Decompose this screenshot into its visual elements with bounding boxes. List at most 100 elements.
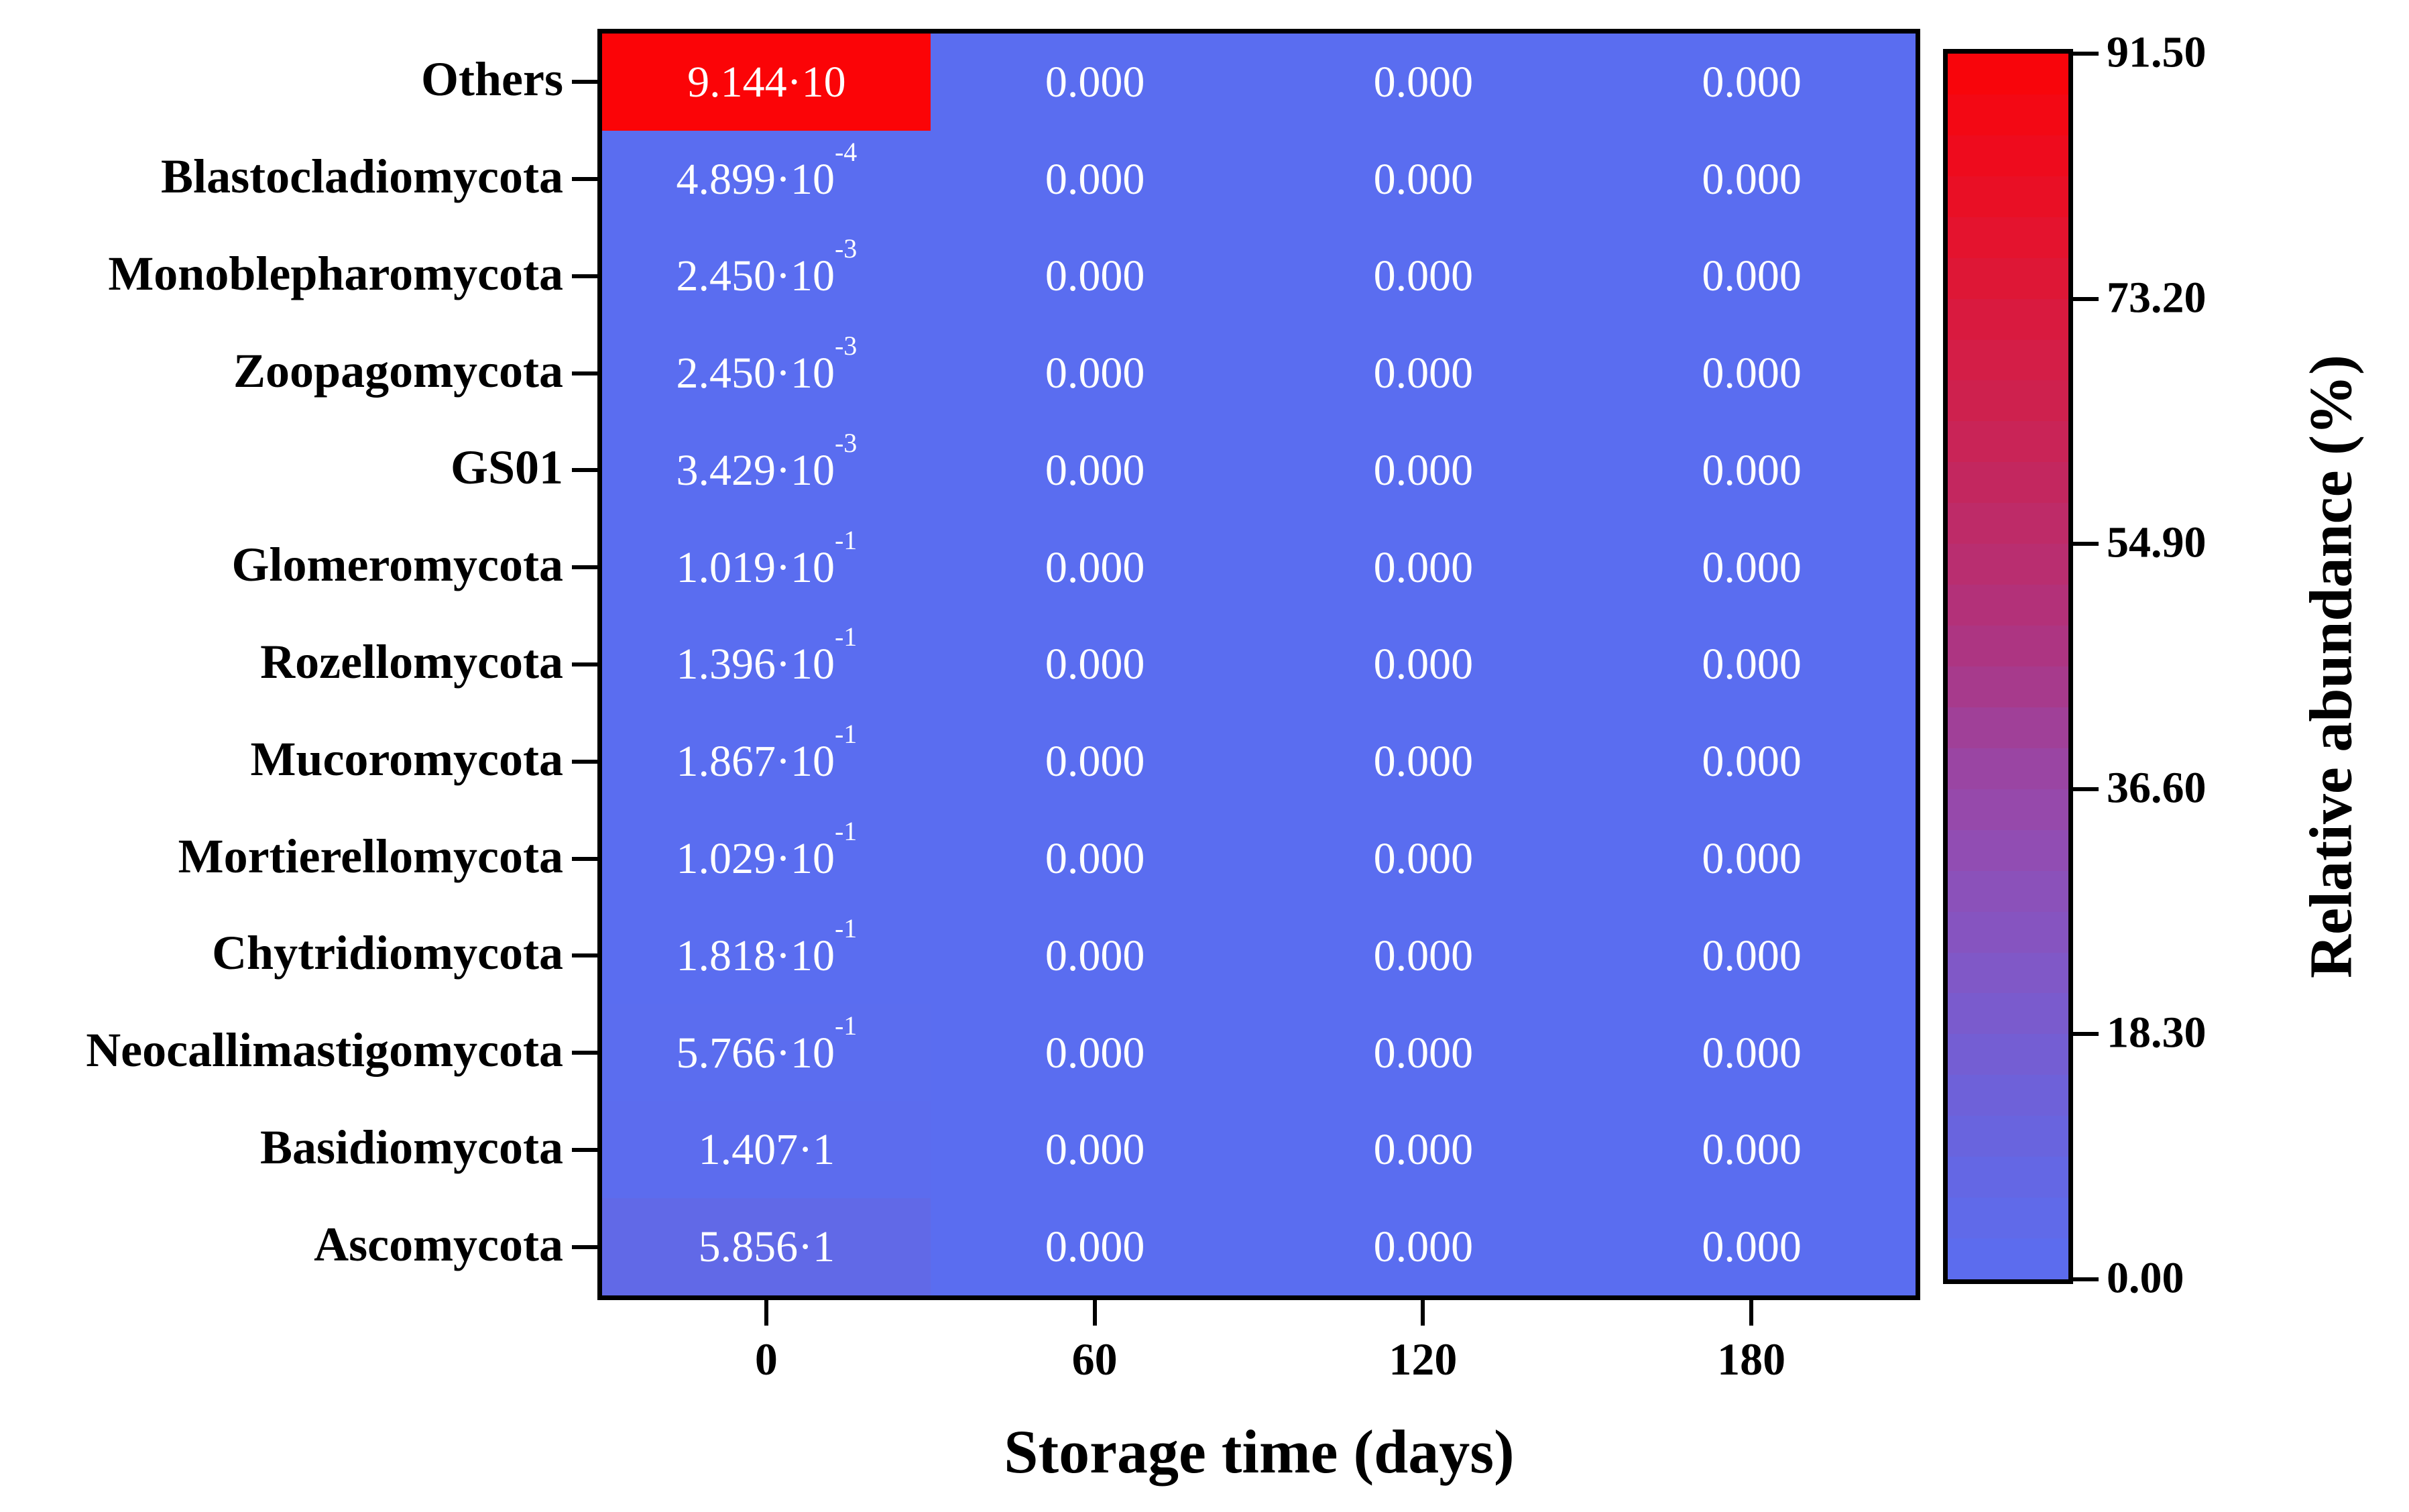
colorbar-band [1948,870,2068,913]
cell-value-label: 0.000 [1373,834,1474,884]
heatmap-cell: 0.000 [1258,713,1588,811]
cell-value-label: 0.000 [1373,1125,1474,1175]
cell-value-exponent: -3 [834,233,858,264]
colorbar-band [1948,135,2068,177]
colorbar-band [1948,748,2068,790]
cell-value-label: 0.000 [1373,349,1474,398]
cell-value-exponent: -1 [834,1010,858,1041]
heatmap-cell: 0.000 [1587,325,1916,423]
colorbar-band [1948,789,2068,831]
cell-value-label: 0.000 [1702,542,1802,592]
colorbar-tick [2073,542,2099,546]
colorbar-band [1948,666,2068,708]
x-tick-label: 60 [1071,1334,1118,1385]
row-label: Basidiomycota [259,1120,563,1175]
y-axis-tick [572,274,597,278]
cell-value-label: 1.019·10-1 [676,524,858,592]
cell-value-exponent: -1 [834,816,858,847]
y-axis-tick [572,565,597,570]
heatmap-cell: 0.000 [1258,227,1588,326]
row-label: Mucoromycota [250,732,563,786]
cell-value-label: 0.000 [1045,349,1145,398]
cell-value-label: 0.000 [1045,445,1145,495]
heatmap-cell: 0.000 [930,1004,1260,1102]
cell-value-label: 0.000 [1702,1028,1802,1078]
colorbar-tick [2073,1277,2099,1281]
heatmap-cell: 0.000 [1587,422,1916,520]
x-axis-title: Storage time (days) [1004,1417,1515,1486]
colorbar-band [1948,1198,2068,1240]
heatmap-cell: 0.000 [1258,1004,1588,1102]
colorbar-band [1948,544,2068,586]
heatmap-cell: 5.856·1 [602,1198,931,1296]
colorbar-band [1948,1157,2068,1199]
colorbar-band [1948,176,2068,218]
heatmap-cell: 1.818·10-1 [602,907,931,1005]
cell-value-label: 0.000 [1373,931,1474,980]
cell-value-label: 9.144·10 [687,57,846,107]
colorbar-band [1948,54,2068,95]
cell-value-exponent: -1 [834,913,858,943]
y-axis-tick [572,662,597,666]
cell-value-exponent: -3 [834,427,858,458]
cell-value-label: 1.407·1 [698,1125,835,1175]
row-label: GS01 [450,441,563,495]
colorbar-band [1948,952,2068,994]
cell-value-label: 0.000 [1373,1222,1474,1272]
colorbar-band [1948,911,2068,953]
heatmap-cell: 1.029·10-1 [602,810,931,908]
colorbar-band [1948,503,2068,545]
colorbar-band [1948,1075,2068,1117]
x-tick-label: 0 [754,1334,778,1385]
heatmap-cell: 0.000 [1587,130,1916,229]
cell-value-label: 0.000 [1702,640,1802,689]
cell-value-label: 0.000 [1045,1028,1145,1078]
cell-value-label: 2.450·10-3 [676,233,858,301]
y-axis-tick [572,953,597,958]
cell-value-label: 0.000 [1702,834,1802,884]
cell-value-exponent: -4 [834,136,858,167]
heatmap-cell: 1.396·10-1 [602,616,931,714]
y-axis-tick [572,1051,597,1055]
cell-value-exponent: -1 [834,622,858,652]
cell-value-label: 0.000 [1373,640,1474,689]
cell-value-label: 1.818·10-1 [676,913,858,980]
heatmap-cell: 0.000 [930,616,1260,714]
y-axis-tick [572,1147,597,1152]
colorbar-band [1948,1238,2068,1280]
colorbar-tick-label: 54.90 [2107,518,2207,567]
heatmap-cell: 0.000 [1258,34,1588,131]
cell-value-label: 0.000 [1045,1222,1145,1272]
y-axis-tick [572,177,597,182]
row-label: Ascomycota [314,1217,563,1271]
cell-value-label: 0.000 [1045,737,1145,787]
cell-value-label: 0.000 [1702,57,1802,107]
cell-value-label: 0.000 [1373,542,1474,592]
colorbar-band [1948,298,2068,341]
cell-value-label: 0.000 [1045,834,1145,884]
cell-value-label: 0.000 [1702,349,1802,398]
heatmap-cell: 0.000 [1258,422,1588,520]
row-label: Blastocladiomycota [161,150,563,204]
heatmap-cell: 3.429·10-3 [602,422,931,520]
y-axis-tick [572,759,597,764]
row-label: Glomeromycota [231,538,563,592]
y-axis-tick [572,468,597,473]
row-label: Rozellomycota [260,635,563,689]
cell-value-label: 0.000 [1702,251,1802,301]
heatmap-cell: 0.000 [1258,907,1588,1005]
cell-value-label: 0.000 [1702,1125,1802,1175]
heatmap-cell: 0.000 [930,1198,1260,1296]
colorbar-tick-label: 18.30 [2107,1008,2207,1057]
heatmap-cell: 0.000 [1258,130,1588,229]
heatmap-cell: 2.450·10-3 [602,227,931,326]
heatmap-cell: 0.000 [1587,1101,1916,1200]
cell-value-label: 0.000 [1045,251,1145,301]
row-label: Neocallimastigomycota [86,1023,563,1078]
heatmap-cell: 0.000 [1258,325,1588,423]
x-axis-tick [1749,1300,1754,1326]
cell-value-exponent: -3 [834,331,858,361]
cell-value-label: 0.000 [1373,737,1474,787]
y-axis-tick [572,856,597,861]
